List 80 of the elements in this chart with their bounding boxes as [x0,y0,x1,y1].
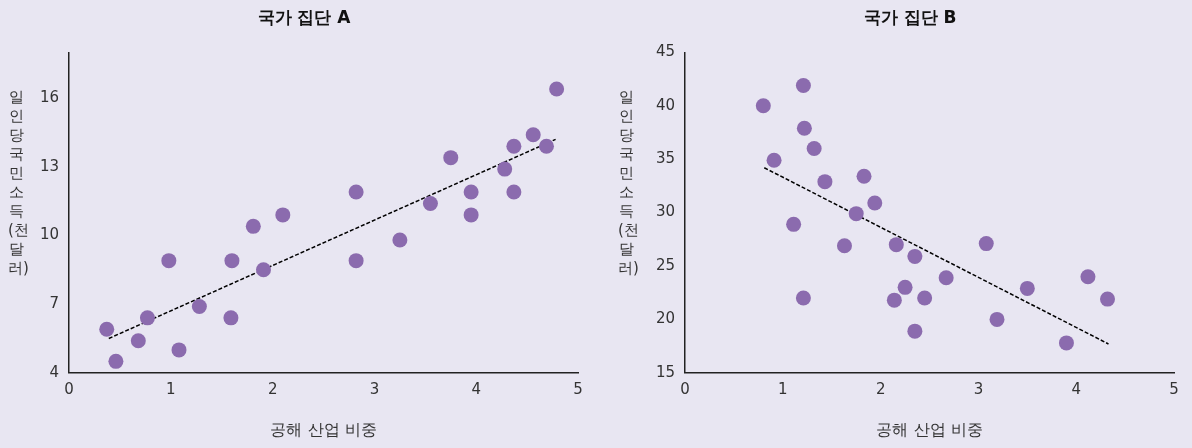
x-tick-label: 1 [778,379,788,398]
x-tick-label: 0 [680,379,690,398]
point [99,321,115,337]
x-tick-label: 5 [1169,379,1179,398]
x-tick-label: 4 [1071,379,1081,398]
point [422,195,438,211]
point [1058,335,1074,351]
point [795,78,811,94]
point [506,184,522,200]
text: 일인당 국민소득 (천 달러) [8,88,29,277]
point [191,298,207,314]
y-tick-label: 45 [655,42,676,61]
y-tick-label: 4 [49,362,60,381]
point [907,248,923,264]
point [161,253,177,269]
point [886,292,902,308]
chart-title: 국가 집단 B [863,6,957,27]
point [348,253,364,269]
chart-title: 국가 집단 A [257,6,352,27]
point [443,150,459,166]
point [392,232,408,248]
point [1100,291,1116,307]
point [255,262,271,278]
point [755,98,771,114]
point [796,120,812,136]
point [130,333,146,349]
point [795,290,811,306]
point [989,311,1005,327]
x-tick-label: 3 [973,379,984,398]
y-tick-label: 20 [655,309,676,328]
point [978,236,994,252]
point [245,218,261,234]
y-tick-label: 25 [655,255,676,274]
y-tick-label: 16 [39,88,60,107]
x-tick-label: 4 [471,379,481,398]
point [938,270,954,286]
point [817,174,833,190]
point [806,141,822,157]
point [463,207,479,223]
point [463,184,479,200]
x-tick-label: 2 [267,379,278,398]
x-tick-label: 5 [573,379,583,398]
point [108,353,124,369]
x-tick-label: 2 [875,379,886,398]
point [1080,269,1096,285]
point [848,206,864,222]
text: 일인당 국민소득 (천 달러) [618,88,639,277]
point [867,195,883,211]
y-tick-label: 7 [49,294,60,313]
x-axis-title: 공해 산업 비중 [270,419,377,439]
point [897,279,913,295]
point [223,310,239,326]
point [786,216,802,232]
x-tick-label: 3 [369,379,380,398]
y-tick-label: 30 [655,202,676,221]
y-tick-label: 40 [655,95,676,114]
point [538,138,554,154]
x-axis-title: 공해 산업 비중 [876,419,983,439]
point [171,342,187,358]
point [836,238,852,254]
point [348,184,364,200]
point [917,290,933,306]
y-tick-label: 13 [39,156,60,175]
point [1019,280,1035,296]
point [856,168,872,184]
x-tick-label: 0 [64,379,74,398]
point [888,237,904,253]
point [506,138,522,154]
point [497,161,513,177]
point [139,310,155,326]
point [907,323,923,339]
x-tick-label: 1 [166,379,176,398]
y-tick-label: 10 [39,225,60,244]
point [549,81,565,97]
y-tick-label: 35 [655,149,676,168]
point [275,207,291,223]
point [525,127,541,143]
y-tick-label: 15 [655,362,676,381]
point [766,152,782,168]
point [224,253,240,269]
